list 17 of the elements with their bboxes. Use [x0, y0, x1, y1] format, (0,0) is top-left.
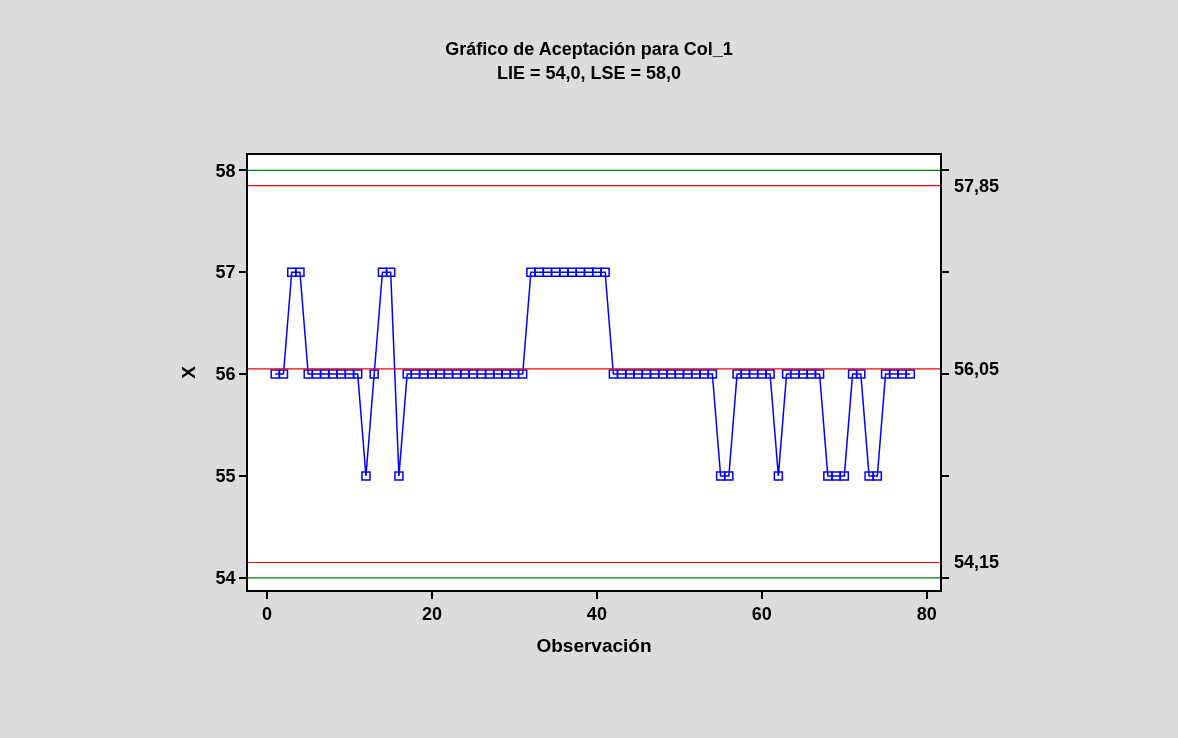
y-axis-title: X [177, 365, 199, 379]
y-tick-label: 54 [215, 568, 236, 589]
x-tick-label: 20 [421, 604, 442, 625]
chart-title: Gráfico de Aceptación para Col_1 [445, 39, 733, 60]
y-tick-label: 57 [215, 262, 236, 283]
chart-subtitle: LIE = 54,0, LSE = 58,0 [496, 62, 682, 83]
x-tick-label: 40 [586, 604, 607, 625]
y-tick-label: 55 [215, 466, 236, 487]
ref-line-label: 54,15 [954, 552, 1000, 572]
x-tick-label: 0 [261, 604, 272, 625]
x-tick-label: 80 [916, 604, 937, 625]
y-tick-label: 58 [215, 160, 236, 181]
y-tick-label: 56 [215, 364, 236, 385]
ref-line-label: 57,85 [954, 176, 1000, 196]
ref-line-label: 56,05 [954, 359, 1000, 379]
x-axis-title: Observación [536, 634, 652, 656]
x-tick-label: 60 [751, 604, 772, 625]
